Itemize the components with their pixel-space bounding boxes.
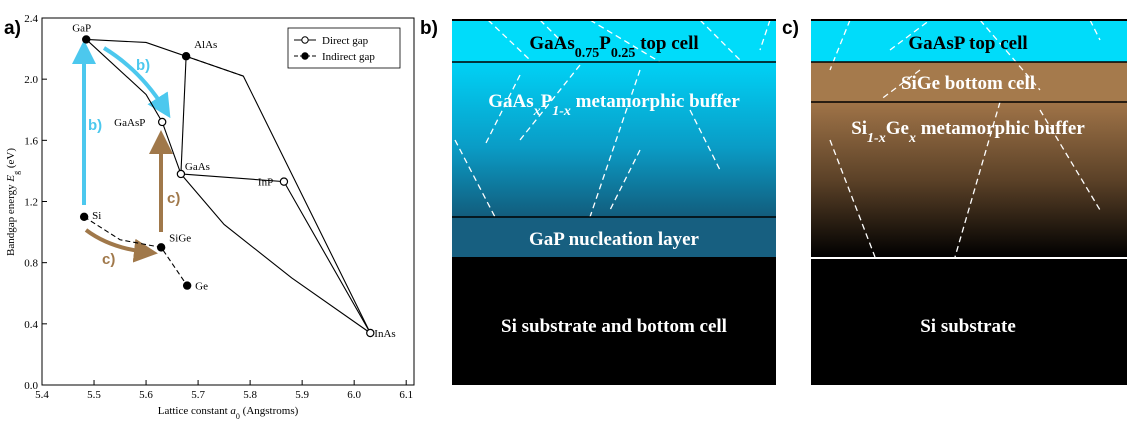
point-label: InAs xyxy=(374,328,395,340)
plot-frame xyxy=(42,18,414,385)
y-tick-label: 2.0 xyxy=(24,74,38,86)
panel-c: GaAsP top cell SiGe bottom cell Si1-xGex… xyxy=(811,20,1127,385)
annotation: c) xyxy=(167,190,180,207)
arrow xyxy=(104,48,164,108)
arrow xyxy=(86,230,146,252)
x-tick-label: 5.9 xyxy=(295,389,309,401)
point-label: GaAsP xyxy=(114,117,145,129)
point-label: Si xyxy=(92,210,101,222)
panel-label: a) xyxy=(4,18,21,39)
data-point xyxy=(280,178,287,185)
point-label: AlAs xyxy=(194,39,217,51)
data-point xyxy=(81,213,88,220)
data-point xyxy=(184,282,191,289)
layer xyxy=(452,62,776,217)
chart-a: b) b) c) c) Lattice constant a0 (Angstro… xyxy=(5,13,414,421)
data-point xyxy=(177,170,184,177)
data-point xyxy=(367,329,374,336)
layer-label: GaAsP top cell xyxy=(908,33,1027,54)
panel-label: c) xyxy=(782,18,799,39)
x-axis-label: Lattice constant a0 (Angstroms) xyxy=(158,405,299,421)
point-label: GaP xyxy=(72,22,91,34)
data-point xyxy=(158,244,165,251)
annotation: b) xyxy=(88,117,102,134)
layer-label: Si substrate xyxy=(920,316,1016,337)
data-point xyxy=(183,53,190,60)
y-tick-label: 0.8 xyxy=(24,258,38,270)
panel-b: GaAs0.75P0.25 top cell GaAsxP1-x metamor… xyxy=(452,20,776,385)
x-tick-label: 5.7 xyxy=(191,389,205,401)
x-tick-label: 5.4 xyxy=(35,389,49,401)
alloy-curve xyxy=(86,39,181,174)
y-tick-label: 1.2 xyxy=(24,197,38,209)
legend-label: Indirect gap xyxy=(322,51,375,63)
data-point xyxy=(83,36,90,43)
point-label: Ge xyxy=(195,281,208,293)
point-label: GaAs xyxy=(185,161,210,173)
legend-marker xyxy=(302,37,308,43)
point-label: SiGe xyxy=(169,232,191,244)
layer-label: SiGe bottom cell xyxy=(901,73,1035,94)
annotation: c) xyxy=(102,251,115,268)
x-tick-label: 6.1 xyxy=(399,389,413,401)
layer-label: GaP nucleation layer xyxy=(529,229,700,250)
y-tick-label: 1.6 xyxy=(24,135,38,147)
point-label: InP xyxy=(258,177,273,189)
annotation: b) xyxy=(136,57,150,74)
legend-label: Direct gap xyxy=(322,35,369,47)
data-point xyxy=(159,118,166,125)
alloy-curve xyxy=(181,174,370,333)
y-tick-label: 0.4 xyxy=(24,319,38,331)
x-tick-label: 6.0 xyxy=(347,389,361,401)
x-tick-label: 5.6 xyxy=(139,389,153,401)
y-tick-label: 2.4 xyxy=(24,13,38,25)
alloy-curve xyxy=(86,39,370,333)
y-axis-label: Bandgap energy Eg (eV) xyxy=(5,148,21,256)
alloy-curve xyxy=(181,174,370,333)
legend-marker xyxy=(302,53,308,59)
layer-label: Si substrate and bottom cell xyxy=(501,316,727,337)
figure: a) b) c) b) b) c) c) Lattice constant a0… xyxy=(0,0,1127,423)
panel-label: b) xyxy=(420,18,438,39)
x-tick-label: 5.8 xyxy=(243,389,257,401)
x-tick-label: 5.5 xyxy=(87,389,101,401)
alloy-curve xyxy=(181,56,186,174)
